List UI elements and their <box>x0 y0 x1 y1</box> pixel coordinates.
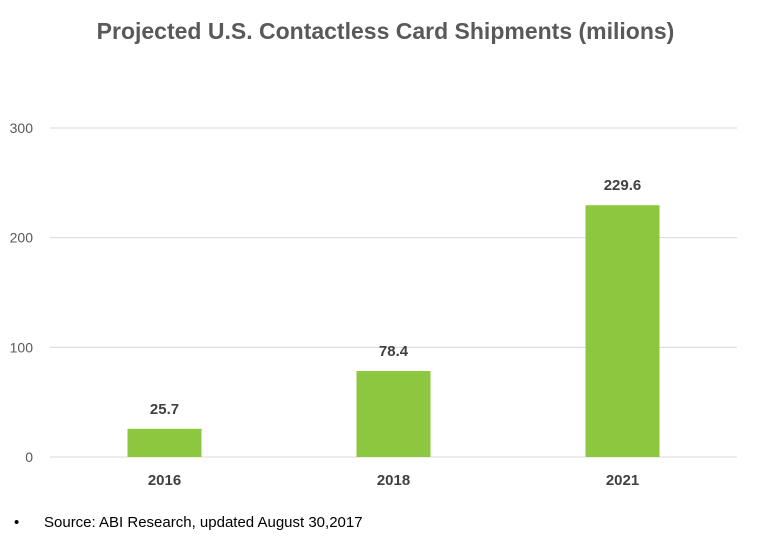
data-labels: 25.7 78.4 229.6 <box>150 177 641 418</box>
footnote-text: Source: ABI Research, updated August 30,… <box>44 514 363 531</box>
data-label: 25.7 <box>150 401 179 418</box>
bars <box>127 205 660 457</box>
x-axis-ticks: 2016 2018 2021 <box>148 472 639 489</box>
x-tick-label: 2016 <box>148 472 181 489</box>
y-tick-label: 200 <box>10 230 34 246</box>
bar <box>127 428 202 457</box>
y-tick-label: 100 <box>10 339 34 355</box>
bar <box>356 371 431 457</box>
x-tick-label: 2018 <box>377 472 410 489</box>
data-label: 78.4 <box>379 343 409 360</box>
source-footnote: • Source: ABI Research, updated August 30… <box>14 514 363 531</box>
chart-title: Projected U.S. Contactless Card Shipment… <box>96 18 675 44</box>
y-axis-ticks: 0 100 200 300 <box>10 120 34 465</box>
footnote-bullet: • <box>14 514 20 531</box>
y-tick-label: 300 <box>10 120 34 136</box>
y-tick-label: 0 <box>25 449 33 465</box>
data-label: 229.6 <box>604 177 642 194</box>
x-tick-label: 2021 <box>606 472 639 489</box>
bar <box>585 205 660 457</box>
